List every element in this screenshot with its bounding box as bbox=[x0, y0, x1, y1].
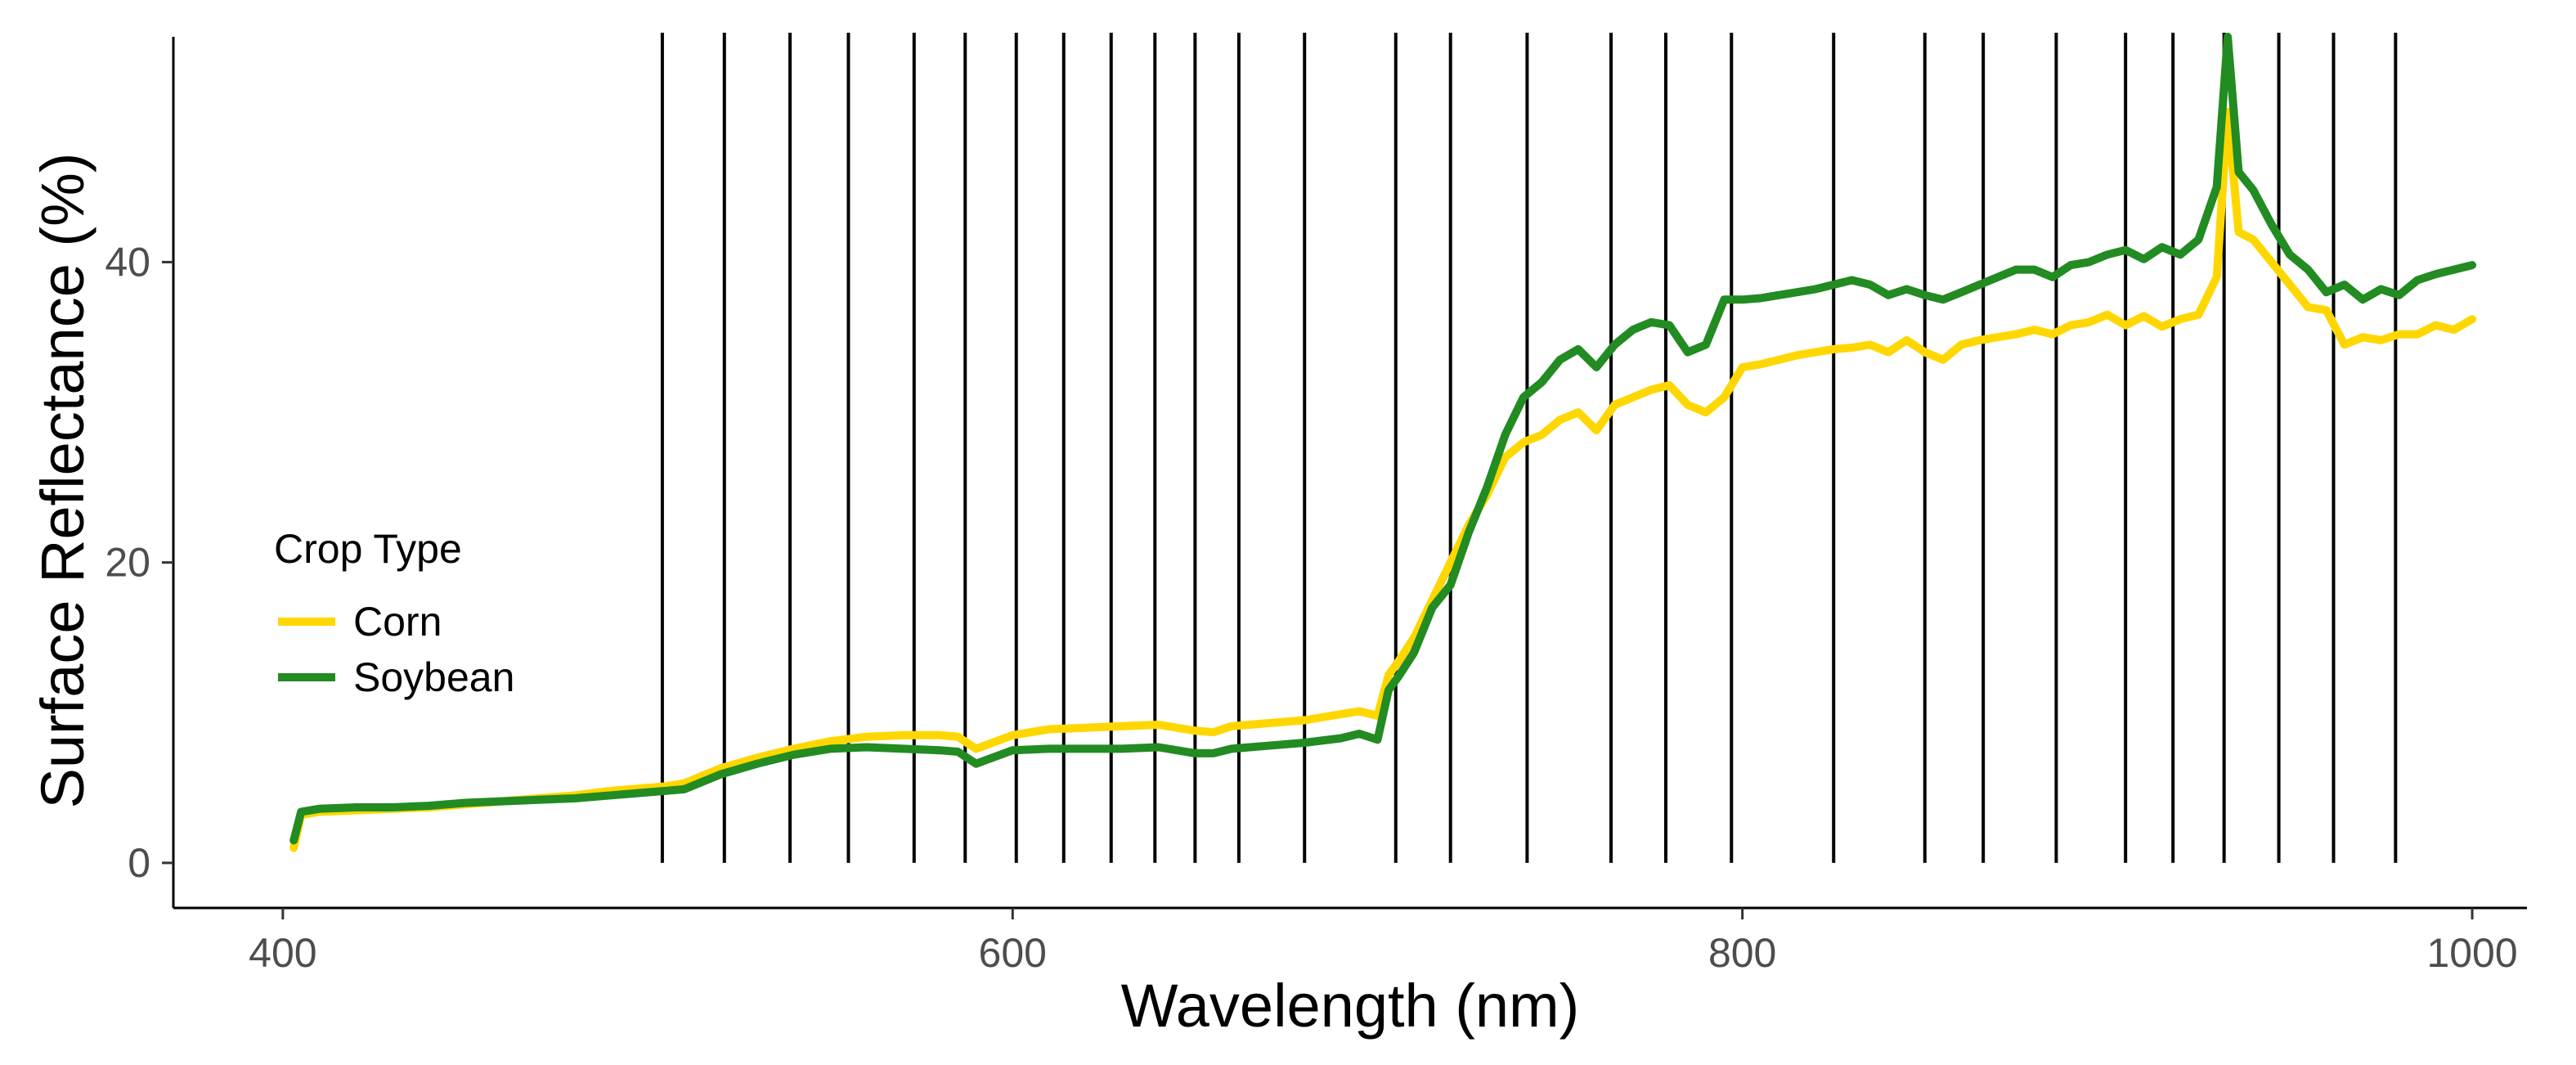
y-tick-label-40: 40 bbox=[105, 239, 150, 285]
x-tick-label-1000: 1000 bbox=[2426, 930, 2517, 976]
series-line-soybean bbox=[289, 33, 2477, 845]
x-axis-title: Wavelength (nm) bbox=[1121, 972, 1580, 1040]
series-line-corn bbox=[289, 107, 2477, 852]
legend-label-soybean: Soybean bbox=[353, 654, 514, 700]
x-tick-label-600: 600 bbox=[979, 930, 1047, 976]
legend: Crop Type Corn Soybean bbox=[274, 526, 514, 700]
x-tick-label-800: 800 bbox=[1708, 930, 1776, 976]
y-axis-title: Surface Reflectance (%) bbox=[29, 152, 96, 808]
x-tick-label-400: 400 bbox=[249, 930, 316, 976]
reference-lines bbox=[660, 33, 2398, 863]
axes bbox=[172, 37, 2527, 910]
legend-title: Crop Type bbox=[274, 526, 462, 572]
ticks: 400 600 800 1000 0 20 40 bbox=[105, 239, 2517, 976]
y-tick-label-0: 0 bbox=[128, 840, 150, 886]
legend-label-corn: Corn bbox=[353, 599, 442, 645]
series-layer bbox=[289, 33, 2477, 852]
y-tick-label-20: 20 bbox=[105, 540, 150, 586]
